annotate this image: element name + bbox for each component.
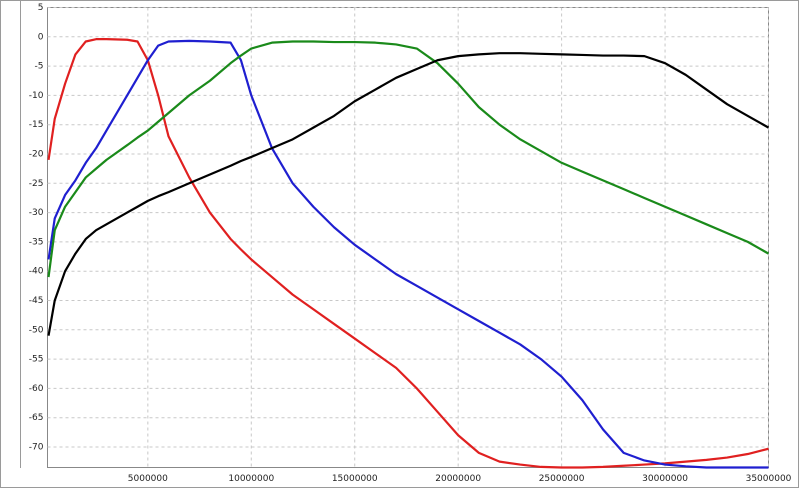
y-tick-label: -5 [35, 62, 44, 72]
series-line [47, 52, 770, 336]
plot-area [47, 7, 769, 468]
y-tick-label: -40 [29, 267, 44, 277]
y-tick-label: -65 [29, 413, 44, 423]
y-tick-label: -70 [29, 442, 44, 452]
x-tick-label: 25000000 [539, 474, 585, 484]
y-tick-label: 0 [38, 32, 44, 42]
y-tick-label: -25 [29, 179, 44, 189]
series-line [47, 38, 769, 469]
x-tick-label: 10000000 [228, 474, 274, 484]
x-tick-label: 30000000 [642, 474, 688, 484]
y-tick-label: -50 [29, 325, 44, 335]
x-tick-label: 35000000 [746, 474, 792, 484]
y-tick-label: -15 [29, 120, 44, 130]
y-tick-label: -20 [29, 149, 44, 159]
y-tick-label: -60 [29, 384, 44, 394]
y-tick-label: -55 [29, 355, 44, 365]
x-tick-label: 20000000 [435, 474, 481, 484]
y-tick-label: -10 [29, 91, 44, 101]
y-tick-label: -30 [29, 208, 44, 218]
y-tick-label: -35 [29, 237, 44, 247]
x-tick-label: 5000000 [128, 474, 168, 484]
series-line [47, 40, 770, 278]
x-tick-label: 15000000 [332, 474, 378, 484]
y-tick-label: 5 [38, 3, 44, 13]
series-line [47, 39, 769, 469]
y-tick-label: -45 [29, 296, 44, 306]
